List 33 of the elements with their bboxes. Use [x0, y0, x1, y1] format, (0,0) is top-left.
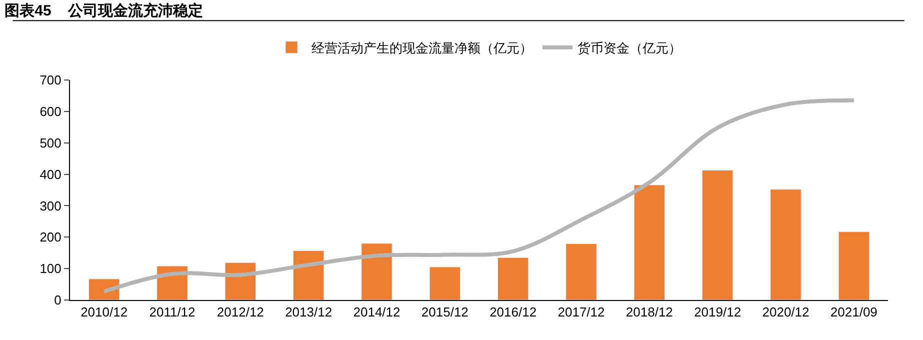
y-tick-label: 0 [54, 292, 62, 308]
bar [429, 266, 460, 300]
x-tick-label: 2010/12 [80, 304, 128, 320]
bar [838, 232, 870, 300]
bar [770, 189, 802, 300]
x-tick-label: 2019/12 [694, 304, 742, 320]
y-tick-label: 300 [40, 198, 62, 214]
x-tick-label: 2011/12 [149, 304, 196, 320]
chart-title: 图表45 公司现金流充沛稳定 [4, 2, 203, 20]
x-tick-label: 2012/12 [216, 304, 264, 320]
bar [702, 170, 734, 300]
x-tick-label: 2020/12 [762, 304, 810, 320]
legend-label: 货币资金（亿元） [578, 40, 682, 56]
x-tick-label: 2013/12 [285, 304, 332, 320]
y-tick-label: 600 [40, 104, 62, 119]
bar [498, 257, 529, 300]
y-tick-label: 100 [40, 261, 62, 276]
x-tick-label: 2016/12 [490, 304, 537, 320]
x-tick-label: 2018/12 [626, 304, 673, 320]
y-tick-label: 500 [40, 135, 62, 150]
y-tick-label: 400 [40, 166, 62, 182]
bar [361, 243, 392, 300]
bar [566, 243, 597, 300]
bar [634, 184, 665, 300]
legend-label: 经营活动产生的现金流量净额（亿元） [312, 40, 532, 56]
line-series [102, 98, 856, 294]
y-tick-label: 700 [40, 72, 62, 88]
x-tick-label: 2021/09 [830, 304, 878, 320]
x-tick-label: 2015/12 [421, 304, 468, 320]
x-tick-label: 2014/12 [353, 304, 400, 320]
x-tick-label: 2017/12 [558, 304, 605, 320]
bar [293, 250, 324, 300]
y-tick-label: 200 [40, 230, 62, 245]
